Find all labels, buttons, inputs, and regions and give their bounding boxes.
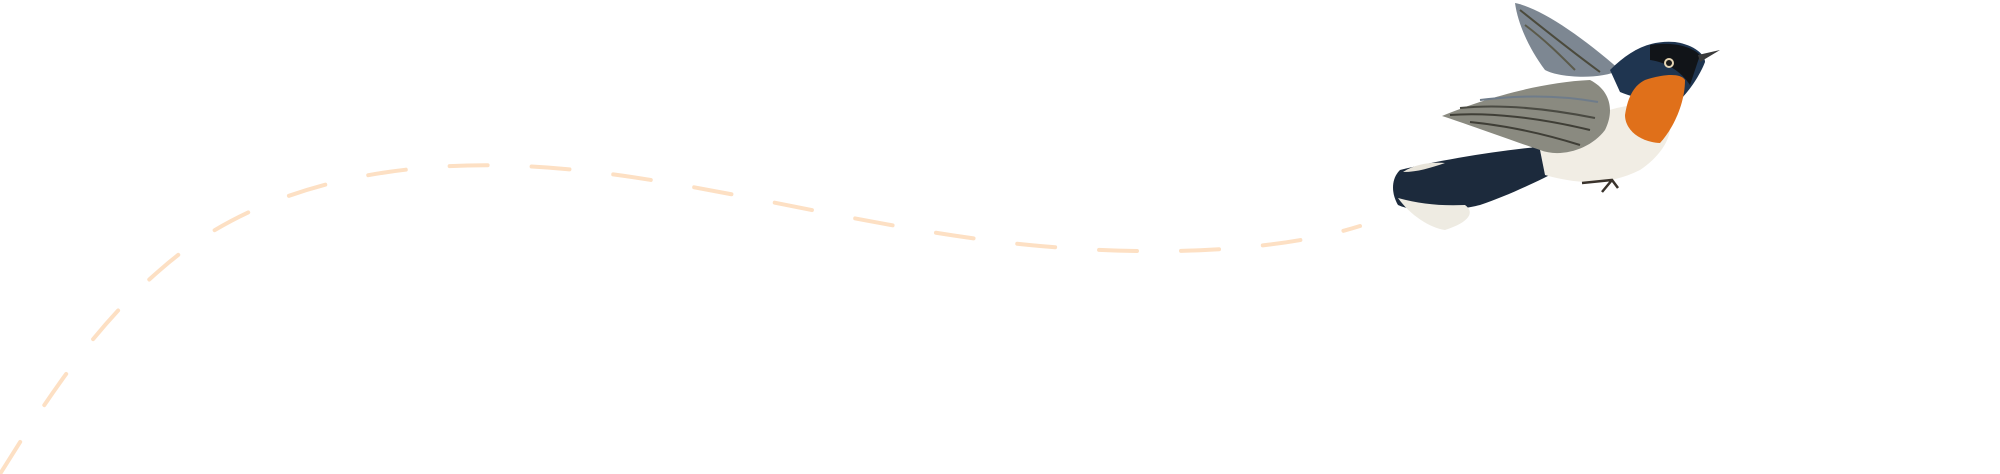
bird-tail bbox=[1393, 146, 1560, 211]
bird-beak bbox=[1698, 50, 1720, 62]
bird-upper-wing bbox=[1515, 3, 1620, 77]
dashed-flight-path bbox=[0, 163, 1362, 474]
bird-feet bbox=[1581, 178, 1619, 193]
bird-tail-tips bbox=[1398, 198, 1470, 230]
bird-throat bbox=[1625, 75, 1685, 143]
bird-illustration bbox=[1393, 3, 1720, 230]
